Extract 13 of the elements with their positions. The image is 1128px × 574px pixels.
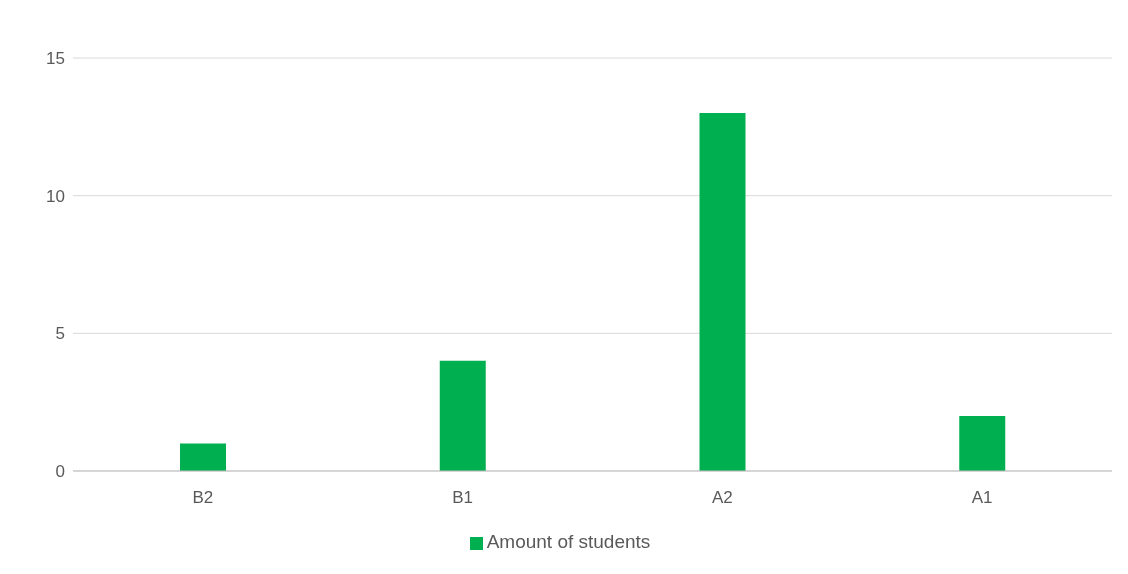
bar <box>180 443 226 471</box>
legend-label: Amount of students <box>486 531 651 552</box>
y-tick-label: 15 <box>46 49 65 69</box>
y-tick-label: 0 <box>55 462 65 482</box>
bar <box>439 360 486 471</box>
x-tick-label: B2 <box>192 488 214 508</box>
y-tick-label: 5 <box>55 324 65 344</box>
x-tick-label: B1 <box>452 488 474 508</box>
y-tick-label: 10 <box>46 186 65 206</box>
bar <box>699 113 746 471</box>
x-tick-label: A2 <box>711 488 733 508</box>
x-tick-label: A1 <box>971 488 993 508</box>
bar <box>959 415 1006 471</box>
